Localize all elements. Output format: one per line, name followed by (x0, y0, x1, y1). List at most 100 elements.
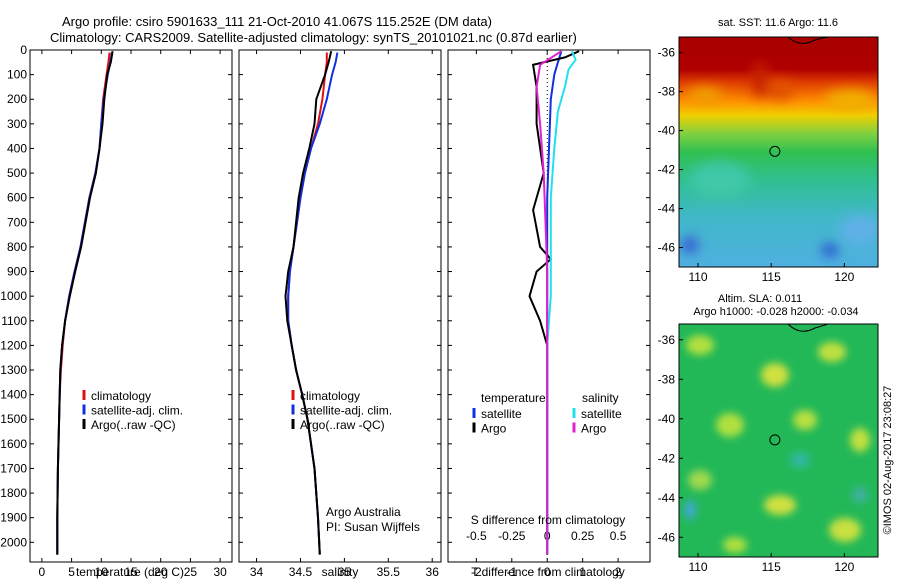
series-line (535, 50, 562, 555)
temperature-axes (29, 49, 233, 563)
legend-label: Argo(..raw -QC) (300, 418, 385, 432)
depth-tick-label: 600 (7, 191, 27, 205)
lat-tick-label: -40 (658, 412, 676, 426)
depth-tick-label: 1100 (1, 314, 27, 328)
depth-tick-label: 1900 (0, 511, 27, 525)
depth-tick-label: 1300 (0, 363, 27, 377)
series-line (284, 50, 333, 555)
x-tick-label: 34.5 (289, 565, 313, 579)
legend-label: Argo(..raw -QC) (91, 418, 176, 432)
lat-tick-label: -42 (658, 451, 676, 465)
depth-tick-label: 900 (7, 265, 27, 279)
x-tick-label: 20 (154, 565, 168, 579)
lat-tick-label: -36 (658, 46, 676, 60)
depth-tick-label: 500 (7, 166, 27, 180)
sst-map-frame (678, 36, 879, 268)
temperature-xlabel: temperature (deg C) (76, 565, 184, 579)
legend-label: satellite (581, 407, 622, 421)
s-difference-axis: -0.5 -0.25 0 0.25 0.5 (466, 529, 627, 543)
header-line-1: Argo profile: csiro 5901633_111 21-Oct-2… (62, 14, 492, 29)
salinity-xlabel: salinity (322, 565, 359, 579)
s-tick-label: -0.25 (498, 529, 526, 543)
depth-tick-label: 100 (7, 68, 27, 82)
x-tick-label: 35 (338, 565, 352, 579)
temperature-panel: 0 100 200 300 400 500 600 700 800 900 1000 1100 1200… (0, 43, 233, 579)
difference-lines (528, 50, 580, 555)
lon-tick-label: 110 (688, 270, 707, 284)
lon-tick-label: 120 (834, 560, 854, 574)
lat-tick-label: -44 (658, 202, 676, 216)
lat-tick-label: -42 (658, 163, 676, 177)
x-tick-label: 30 (213, 565, 227, 579)
legend-label: Argo (581, 422, 607, 436)
x-tick-label: 5 (68, 565, 75, 579)
depth-tick-label: 400 (7, 141, 27, 155)
depth-tick-label: 300 (7, 117, 27, 131)
lat-tick-label: -40 (658, 124, 676, 138)
depth-axis: 0 100 200 300 400 500 600 700 800 900 1000 1100 1200… (0, 43, 232, 549)
t-difference-label: T difference from climatology (471, 565, 625, 579)
credit-line-2: PI: Susan Wijffels (326, 520, 420, 534)
legend-label: climatology (300, 389, 360, 403)
lat-tick-label: -38 (658, 85, 676, 99)
sst-map-axes: -36 -38 -40 -42 -44 -46 110 115 120 (658, 46, 855, 284)
lon-tick-label: 115 (762, 270, 781, 284)
salinity-panel: 34 34.5 35 35.5 36 climatologysatellite-adj.… (238, 49, 442, 579)
x-tick-label: 1 (579, 565, 586, 579)
lat-tick-label: -46 (658, 241, 676, 255)
legend-title: salinity (582, 391, 619, 405)
salinity-depth-ticks (239, 49, 441, 543)
lat-tick-label: -36 (658, 333, 676, 347)
depth-tick-label: 1700 (0, 461, 27, 475)
x-tick-label: 36 (426, 565, 440, 579)
x-tick-label: 0 (39, 565, 46, 579)
depth-tick-label: 200 (7, 92, 27, 106)
sla-map-subtitle: Argo h1000: -0.028 h2000: -0.034 (693, 306, 858, 318)
sla-map-panel: Altim. SLA: 0.011 Argo h1000: -0.028 h20… (658, 293, 879, 574)
temperature-lines (56, 51, 114, 555)
s-tick-label: 0.5 (610, 529, 627, 543)
s-tick-label: 0.25 (571, 529, 595, 543)
sla-field (679, 324, 878, 557)
depth-tick-label: 800 (7, 240, 27, 254)
depth-tick-label: 1400 (0, 388, 27, 402)
x-tick-label: 34 (250, 565, 264, 579)
sst-map-title: sat. SST: 11.6 Argo: 11.6 (718, 17, 838, 29)
legend-label: satellite (481, 407, 522, 421)
depth-tick-label: 1000 (0, 289, 27, 303)
depth-tick-label: 1800 (0, 486, 27, 500)
x-tick-label: 25 (184, 565, 198, 579)
x-tick-label: 15 (124, 565, 138, 579)
lon-tick-label: 110 (688, 560, 707, 574)
difference-panel: -2 -1 0 1 2 -0.5 -0.25 0 0.25 0.5 temperature sat… (447, 49, 651, 579)
x-tick-label: 10 (95, 565, 109, 579)
legend-label: satellite-adj. clim. (300, 404, 392, 418)
depth-tick-label: 1600 (0, 437, 27, 451)
difference-depth-ticks (448, 49, 650, 543)
lon-tick-label: 115 (762, 560, 781, 574)
salinity-axes (238, 49, 442, 563)
sla-map-title: Altim. SLA: 0.011 (718, 293, 802, 305)
lat-tick-label: -44 (658, 491, 676, 505)
x-tick-label: 0 (544, 565, 551, 579)
legend-label: satellite-adj. clim. (91, 404, 183, 418)
depth-tick-label: 700 (7, 215, 27, 229)
series-line (56, 51, 114, 555)
imos-stamp: ©IMOS 02-Aug-2017 23:08:27 (882, 386, 894, 535)
depth-tick-label: 2000 (0, 535, 27, 549)
header-line-2: Climatology: CARS2009. Satellite-adjuste… (50, 30, 577, 45)
lat-tick-label: -38 (658, 372, 676, 386)
sla-map-axes: -36 -38 -40 -42 -44 -46 110 115 120 (658, 333, 855, 574)
sst-map-panel: sat. SST: 11.6 Argo: 11.6 -36 -38 -40 -42 -4… (658, 17, 879, 284)
depth-tick-label: 1200 (0, 338, 27, 352)
legend-label: Argo (481, 422, 507, 436)
x-tick-label: -2 (471, 565, 482, 579)
s-difference-label: S difference from climatology (471, 513, 626, 527)
argo-position-marker (769, 434, 781, 446)
s-tick-label: -0.5 (466, 529, 487, 543)
temperature-axis: 0 5 10 15 20 25 30 (39, 50, 227, 579)
credit-line-1: Argo Australia (326, 505, 401, 519)
